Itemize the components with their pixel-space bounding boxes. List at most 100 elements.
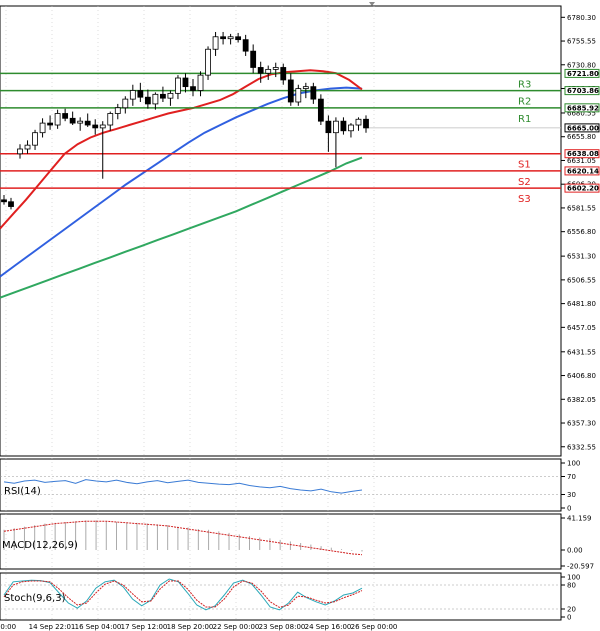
bear-candle-body — [144, 96, 151, 105]
bear-candle-body — [47, 122, 53, 126]
pivot-price-tag — [564, 149, 600, 159]
pivot-price-tag — [564, 86, 600, 96]
price-tick-label: 6755.55 — [567, 38, 596, 46]
bull-candle-body — [77, 120, 84, 124]
bull-candle-body — [205, 48, 211, 76]
price-tick-label: 6431.55 — [567, 348, 596, 356]
scroll-shift-marker-icon[interactable] — [369, 2, 375, 6]
stoch-tick-label: 80 — [567, 582, 576, 590]
current-price-tag — [564, 123, 600, 133]
stoch-d-line — [3, 580, 363, 608]
bull-candle-body — [295, 88, 302, 103]
bear-candle-body — [182, 77, 189, 88]
macd-tick-label: 41.159 — [567, 515, 592, 523]
pivot-price-tag-text: 6602.20 — [567, 185, 599, 193]
bear-candle-body — [363, 118, 369, 129]
stoch-tick-label: 0 — [567, 614, 571, 622]
bull-candle-body — [175, 77, 181, 94]
stoch-tick-label: 20 — [567, 606, 576, 614]
macd-tick-label: -20.597 — [567, 563, 594, 571]
pivot-price-tag — [564, 183, 600, 193]
bull-candle-body — [32, 132, 38, 146]
pivot-level-name: S2 — [518, 177, 531, 188]
rsi-panel — [0, 458, 562, 512]
bear-candle-body — [69, 117, 76, 124]
bull-candle-body — [114, 107, 121, 114]
moving-averages — [0, 69, 363, 299]
rsi-tick-label: 100 — [567, 460, 580, 468]
pivot-price-tag-text: 6620.14 — [567, 167, 599, 175]
rsi-line — [3, 479, 363, 494]
bear-candle-body — [310, 86, 317, 100]
bear-candle-body — [8, 201, 14, 207]
bear-candle-body — [62, 113, 69, 119]
bull-candle-body — [129, 90, 136, 100]
bear-candle-body — [325, 120, 332, 134]
bull-candle-body — [333, 120, 339, 134]
pivot-price-tag-text: 6703.86 — [567, 87, 599, 95]
current-price-tag-text: 6665.00 — [567, 124, 599, 132]
pivot-level-name: R3 — [518, 79, 531, 90]
bear-candle-body — [242, 39, 249, 52]
price-tick-label: 6655.80 — [567, 133, 596, 141]
price-tick-label: 6406.80 — [567, 372, 596, 380]
pivot-price-tag-text: 6685.92 — [567, 104, 599, 112]
bull-candle-body — [272, 67, 279, 70]
bear-candle-body — [190, 86, 196, 91]
price-tick-label: 6332.55 — [567, 443, 596, 451]
pivot-price-tag-text: 6638.08 — [567, 150, 599, 158]
bear-candle-body — [1, 199, 7, 203]
time-axis-label: 14 Sep 22:01 — [29, 623, 76, 631]
pivot-price-tag — [564, 68, 600, 78]
bull-candle-body — [17, 148, 23, 155]
pivot-price-tag — [564, 103, 600, 113]
pivot-price-tag-text: 6721.80 — [567, 70, 599, 78]
time-axis-label: 18 Sep 20:00 — [167, 623, 214, 631]
pivot-level-name: S1 — [518, 160, 531, 171]
bear-candle-body — [317, 98, 324, 122]
indicator-series — [3, 479, 363, 611]
bull-candle-body — [355, 118, 362, 126]
macd-tick-label: 0.00 — [567, 546, 583, 554]
rsi-tick-label: 0 — [567, 505, 571, 513]
stoch-k-line — [3, 578, 363, 611]
time-axis-label: 20:00 — [0, 623, 16, 631]
bull-candle-body — [99, 124, 106, 129]
bear-candle-body — [235, 36, 242, 41]
pivot-level-name: S3 — [518, 194, 531, 205]
bull-candle-body — [212, 36, 219, 50]
time-axis-label: 24 Sep 16:00 — [305, 623, 352, 631]
time-axis-label: 16 Sep 04:00 — [75, 623, 122, 631]
time-axis-label: 22 Sep 00:00 — [213, 623, 260, 631]
bear-candle-body — [287, 79, 294, 103]
ma-fast-line — [0, 69, 363, 230]
bull-candle-body — [265, 68, 272, 74]
pivot-levels: R3 R2 R1 S1 S2 S3 — [0, 72, 561, 205]
bull-candle-body — [167, 92, 174, 99]
stoch-tick-label: 100 — [567, 574, 580, 582]
bull-candle-body — [152, 93, 159, 105]
bull-candle-body — [302, 86, 309, 89]
price-tick-label: 6730.80 — [567, 61, 596, 69]
ma-mid-line — [0, 86, 363, 278]
ma-slow-line — [0, 156, 363, 299]
bull-candle-body — [122, 98, 129, 109]
bull-candle-body — [54, 113, 61, 126]
bear-candle-body — [340, 120, 347, 132]
bull-candle-body — [197, 74, 204, 91]
bear-candle-body — [84, 120, 91, 126]
stoch-panel — [0, 572, 562, 621]
price-tick-label: 6481.80 — [567, 300, 596, 308]
bear-candle-body — [220, 36, 226, 40]
price-tick-label: 6531.30 — [567, 253, 596, 261]
bull-candle-body — [24, 144, 31, 150]
price-tick-label: 6382.05 — [567, 396, 596, 404]
rsi-tick-label: 70 — [567, 473, 576, 481]
macd-label: MACD(12,26,9) — [2, 540, 78, 551]
price-tick-label: 6581.55 — [567, 204, 596, 212]
time-axis-label: 26 Sep 00:00 — [351, 623, 398, 631]
stoch-label: Stoch(9,6,3) — [4, 593, 66, 604]
bear-candle-body — [137, 90, 144, 98]
